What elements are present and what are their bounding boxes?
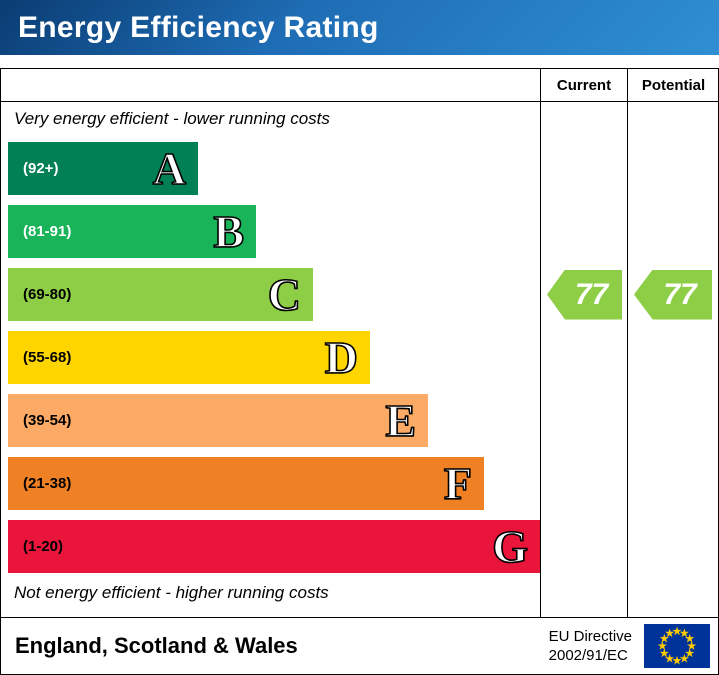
rating-chart: Current Potential Very energy efficient … [0, 68, 719, 618]
title-bar: Energy Efficiency Rating [0, 0, 719, 55]
band-range-label: (81-91) [23, 223, 72, 240]
band-bar-b: (81-91) B [8, 205, 256, 258]
band-bar-d: (55-68) D [8, 331, 370, 384]
band-bar-e: (39-54) E [8, 394, 428, 447]
bottom-note: Not energy efficient - higher running co… [14, 583, 329, 602]
band-range-label: (92+) [23, 160, 59, 177]
potential-rating-arrow: 77 [634, 269, 712, 320]
band-range-label: (1-20) [23, 538, 64, 555]
current-rating-value: 77 [574, 277, 609, 311]
eu-directive-line1: EU Directive [548, 627, 632, 645]
band-letter: B [213, 205, 245, 257]
eu-flag-icon [644, 624, 710, 668]
band-letter: C [267, 268, 302, 320]
header-row-divider [1, 101, 718, 102]
band-row-e: (39-54) E [1, 394, 541, 447]
band-letter: E [385, 394, 417, 446]
page-title: Energy Efficiency Rating [18, 10, 379, 44]
band-row-g: (1-20) G [1, 520, 541, 573]
footer: England, Scotland & Wales EU Directive 2… [0, 617, 719, 675]
region-label: England, Scotland & Wales [15, 633, 298, 658]
band-letter: A [152, 142, 187, 194]
band-row-d: (55-68) D [1, 331, 541, 384]
potential-column-header: Potential [641, 77, 706, 94]
band-bar-a: (92+) A [8, 142, 198, 195]
band-bar-f: (21-38) F [8, 457, 484, 510]
band-row-b: (81-91) B [1, 205, 541, 258]
band-letter: D [324, 331, 359, 383]
bands: (92+) A (81-91) B (69-80) C (55-68) D (39-54) E (2… [1, 142, 541, 583]
current-column-header: Current [556, 77, 612, 94]
band-row-f: (21-38) F [1, 457, 541, 510]
current-rating-arrow: 77 [547, 269, 622, 320]
band-bar-c: (69-80) C [8, 268, 313, 321]
band-row-c: (69-80) C [1, 268, 541, 321]
band-row-a: (92+) A [1, 142, 541, 195]
band-letter: G [491, 520, 528, 572]
band-bar-g: (1-20) G [8, 520, 540, 573]
eu-directive-text: EU Directive 2002/91/EC [549, 627, 632, 666]
band-range-label: (69-80) [23, 286, 72, 303]
top-note: Very energy efficient - lower running co… [14, 109, 330, 128]
eu-directive-line2: 2002/91/EC [548, 647, 628, 664]
band-letter: F [443, 457, 473, 509]
band-range-label: (21-38) [23, 475, 72, 492]
potential-column-divider [627, 69, 628, 617]
current-column-divider [540, 69, 541, 617]
potential-rating-value: 77 [663, 277, 697, 311]
band-range-label: (39-54) [23, 412, 72, 429]
band-range-label: (55-68) [23, 349, 72, 366]
